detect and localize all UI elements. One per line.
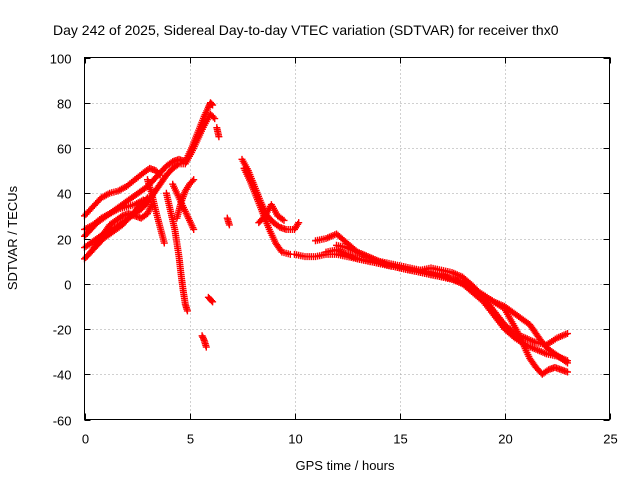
data-point <box>562 358 570 366</box>
data-point <box>209 113 217 121</box>
x-tick-label: 0 <box>82 432 89 447</box>
y-tick-label: -20 <box>53 323 72 338</box>
series-branch-1 <box>173 176 198 222</box>
series-track-5 <box>81 196 147 233</box>
y-tick-label: -60 <box>53 414 72 429</box>
series-tail-3 <box>322 246 571 378</box>
data-point <box>564 368 571 376</box>
y-tick-label: 80 <box>57 97 71 112</box>
y-tick-label: 100 <box>50 52 72 67</box>
y-tick-label: 40 <box>57 187 71 202</box>
data-marks <box>81 99 571 378</box>
y-tick-label: -40 <box>53 368 72 383</box>
data-point <box>208 100 216 108</box>
series-fragment-2 <box>204 293 217 306</box>
data-point <box>278 215 286 223</box>
data-point <box>208 297 216 305</box>
y-tick-label: 20 <box>57 233 71 248</box>
series-track-6 <box>87 194 151 256</box>
tick-labels: 0 5 10 15 20 25 -60 -40 -20 0 20 40 60 80 100 <box>50 52 618 447</box>
data-point <box>142 195 150 203</box>
x-tick-label: 5 <box>187 432 194 447</box>
data-point <box>173 161 181 169</box>
x-axis-label: GPS time / hours <box>296 458 395 473</box>
data-point <box>209 101 217 109</box>
data-point <box>280 216 288 224</box>
data-point <box>211 115 219 123</box>
series-dip-1 <box>144 176 168 247</box>
plot-frame <box>84 57 610 420</box>
x-tick-label: 15 <box>393 432 407 447</box>
data-point <box>190 225 198 233</box>
chart-title: Day 242 of 2025, Sidereal Day-to-day VTE… <box>53 22 559 38</box>
data-point <box>190 176 198 184</box>
series-band-3 <box>255 201 288 227</box>
data-point <box>564 330 571 338</box>
data-point <box>160 239 168 247</box>
data-point <box>564 359 571 367</box>
data-point <box>225 221 233 229</box>
data-point <box>209 298 217 306</box>
axis-ticks <box>84 57 611 421</box>
series-fragment-3 <box>213 124 223 141</box>
grid-layer <box>84 57 610 420</box>
y-tick-label: 60 <box>57 142 71 157</box>
series-track-1 <box>81 164 164 220</box>
series-tail-4 <box>333 241 571 367</box>
data-point <box>202 343 210 351</box>
data-point <box>188 177 196 185</box>
data-point <box>295 219 303 227</box>
x-tick-label: 25 <box>603 432 617 447</box>
data-point <box>183 307 191 315</box>
data-point <box>215 133 223 141</box>
series-fragment-1 <box>198 332 210 351</box>
series-dip-2 <box>162 189 191 315</box>
x-tick-label: 10 <box>288 432 302 447</box>
series-fragment-4 <box>223 214 233 229</box>
series-band-1 <box>238 155 303 233</box>
x-tick-label: 20 <box>498 432 512 447</box>
y-tick-label: 0 <box>64 278 71 293</box>
y-axis-label: SDTVAR / TECUs <box>5 185 20 290</box>
